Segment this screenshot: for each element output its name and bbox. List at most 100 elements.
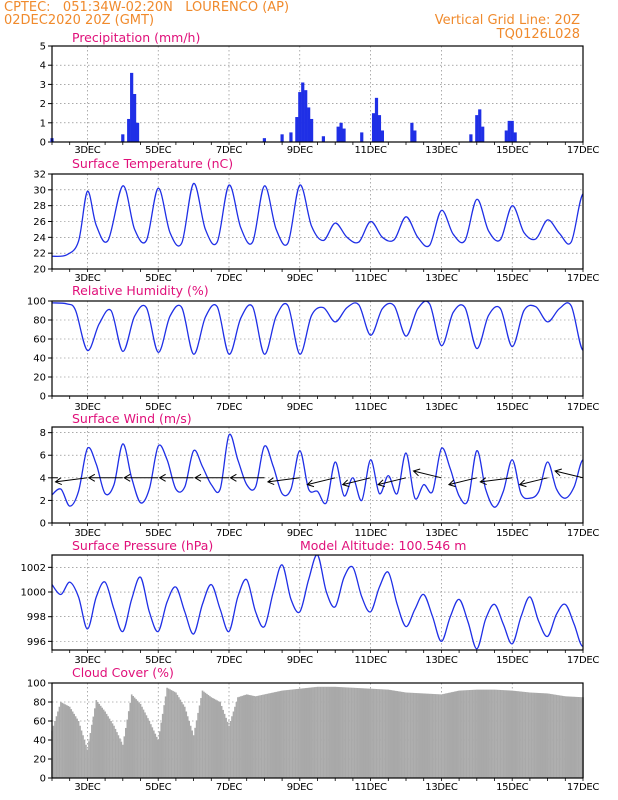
cloud-bar bbox=[321, 686, 323, 778]
cloud-bar bbox=[389, 689, 391, 778]
cloud-bar bbox=[350, 687, 353, 778]
cloud-bar bbox=[568, 696, 571, 778]
y-tick-label: 0 bbox=[40, 519, 46, 530]
cloud-bar bbox=[226, 721, 229, 778]
cloud-bar bbox=[374, 688, 376, 778]
cloud-bar bbox=[142, 709, 145, 778]
cloud-bar bbox=[449, 692, 452, 778]
cloud-bar bbox=[61, 702, 64, 778]
cloud-bar bbox=[237, 697, 239, 778]
wind-arrow bbox=[447, 477, 477, 488]
cloud-bar bbox=[167, 688, 170, 778]
cloud-bar bbox=[76, 718, 78, 778]
y-tick-label: 22 bbox=[33, 249, 46, 260]
x-tick-label: 3DEC bbox=[74, 402, 100, 413]
cloud-bar bbox=[515, 691, 518, 778]
x-tick-label: 5DEC bbox=[145, 655, 171, 666]
cloud-bar bbox=[151, 727, 154, 778]
x-tick-label: 3DEC bbox=[74, 145, 100, 156]
cloud-bar bbox=[512, 690, 515, 778]
panel-frame bbox=[51, 554, 584, 651]
cloud-bar bbox=[83, 740, 86, 778]
cloud-bar bbox=[476, 689, 478, 778]
cloud-bar bbox=[493, 689, 496, 778]
cloud-bar bbox=[453, 691, 456, 778]
header-model-code: TQ0126L028 bbox=[496, 27, 580, 42]
cloud-bar bbox=[203, 691, 205, 778]
cloud-bar bbox=[560, 695, 562, 778]
cloud-bar bbox=[529, 692, 531, 778]
precip-bar bbox=[481, 126, 485, 142]
y-tick-label: 40 bbox=[33, 736, 46, 747]
cloud-bar bbox=[554, 694, 556, 778]
cloud-bar bbox=[214, 699, 217, 778]
cloud-bar bbox=[558, 695, 561, 778]
cloud-bar bbox=[113, 725, 115, 778]
panel-title: Surface Temperature (nC) bbox=[72, 156, 233, 171]
cloud-bar bbox=[210, 697, 213, 778]
cloud-bar bbox=[163, 705, 165, 778]
cloud-bar bbox=[396, 691, 398, 778]
cloud-bar bbox=[241, 695, 244, 778]
precip-bar bbox=[280, 134, 284, 142]
precip-bar bbox=[380, 130, 384, 142]
cloud-bar bbox=[173, 691, 176, 778]
cloud-bar bbox=[273, 692, 276, 778]
x-tick-label: 3DEC bbox=[74, 655, 100, 666]
cloud-bar bbox=[201, 690, 204, 778]
cloud-bar bbox=[527, 692, 530, 778]
cloud-bar bbox=[428, 693, 431, 778]
cloud-bar bbox=[200, 698, 202, 778]
x-tick-label: 11DEC bbox=[354, 782, 387, 793]
x-tick-label: 5DEC bbox=[145, 273, 171, 284]
cloud-bar bbox=[523, 691, 525, 778]
x-tick-label: 13DEC bbox=[425, 528, 458, 539]
cloud-bar bbox=[296, 689, 298, 778]
cloud-bar bbox=[520, 691, 522, 778]
x-tick-label: 13DEC bbox=[425, 402, 458, 413]
cloud-bar bbox=[79, 725, 81, 778]
cloud-bar bbox=[82, 735, 84, 778]
cloud-bar bbox=[479, 689, 481, 778]
cloud-bar bbox=[98, 703, 101, 778]
cloud-bar bbox=[263, 694, 266, 778]
cloud-bar bbox=[343, 687, 345, 778]
cloud-bar bbox=[483, 689, 486, 778]
cloud-bar bbox=[480, 689, 483, 778]
cloud-bar bbox=[303, 688, 306, 778]
cloud-bar bbox=[383, 689, 385, 778]
precip-bar bbox=[321, 136, 325, 142]
cloud-bar bbox=[532, 692, 534, 778]
cloud-bar bbox=[536, 692, 539, 778]
cloud-bar bbox=[104, 711, 106, 778]
cloud-bar bbox=[448, 692, 450, 778]
cloud-bar bbox=[265, 694, 267, 778]
cloud-bar bbox=[433, 694, 435, 778]
cloud-bar bbox=[281, 690, 283, 778]
cloud-bar bbox=[391, 690, 394, 778]
precip-bar bbox=[130, 72, 134, 142]
cloud-bar bbox=[291, 689, 294, 778]
y-tick-label: 1000 bbox=[21, 588, 46, 599]
cloud-bar bbox=[439, 694, 441, 778]
cloud-bar bbox=[136, 700, 139, 778]
x-tick-label: 15DEC bbox=[496, 402, 529, 413]
cloud-bar bbox=[120, 741, 123, 778]
cloud-bar bbox=[517, 691, 519, 778]
cloud-bar bbox=[418, 693, 421, 778]
y-tick-label: 80 bbox=[33, 698, 46, 709]
cloud-bar bbox=[172, 690, 174, 778]
cloud-bar bbox=[511, 690, 514, 778]
x-tick-label: 15DEC bbox=[496, 145, 529, 156]
cloud-bar bbox=[461, 690, 463, 778]
cloud-bar bbox=[60, 702, 62, 778]
cloud-bar bbox=[158, 731, 161, 778]
cloud-bar bbox=[579, 697, 581, 778]
series-line bbox=[52, 555, 583, 650]
cloud-bar bbox=[319, 686, 322, 778]
wind-arrow bbox=[341, 477, 371, 488]
cloud-bar bbox=[386, 689, 388, 778]
cloud-bar bbox=[179, 699, 182, 778]
y-tick-label: 0 bbox=[40, 392, 46, 403]
cloud-bar bbox=[290, 689, 292, 778]
